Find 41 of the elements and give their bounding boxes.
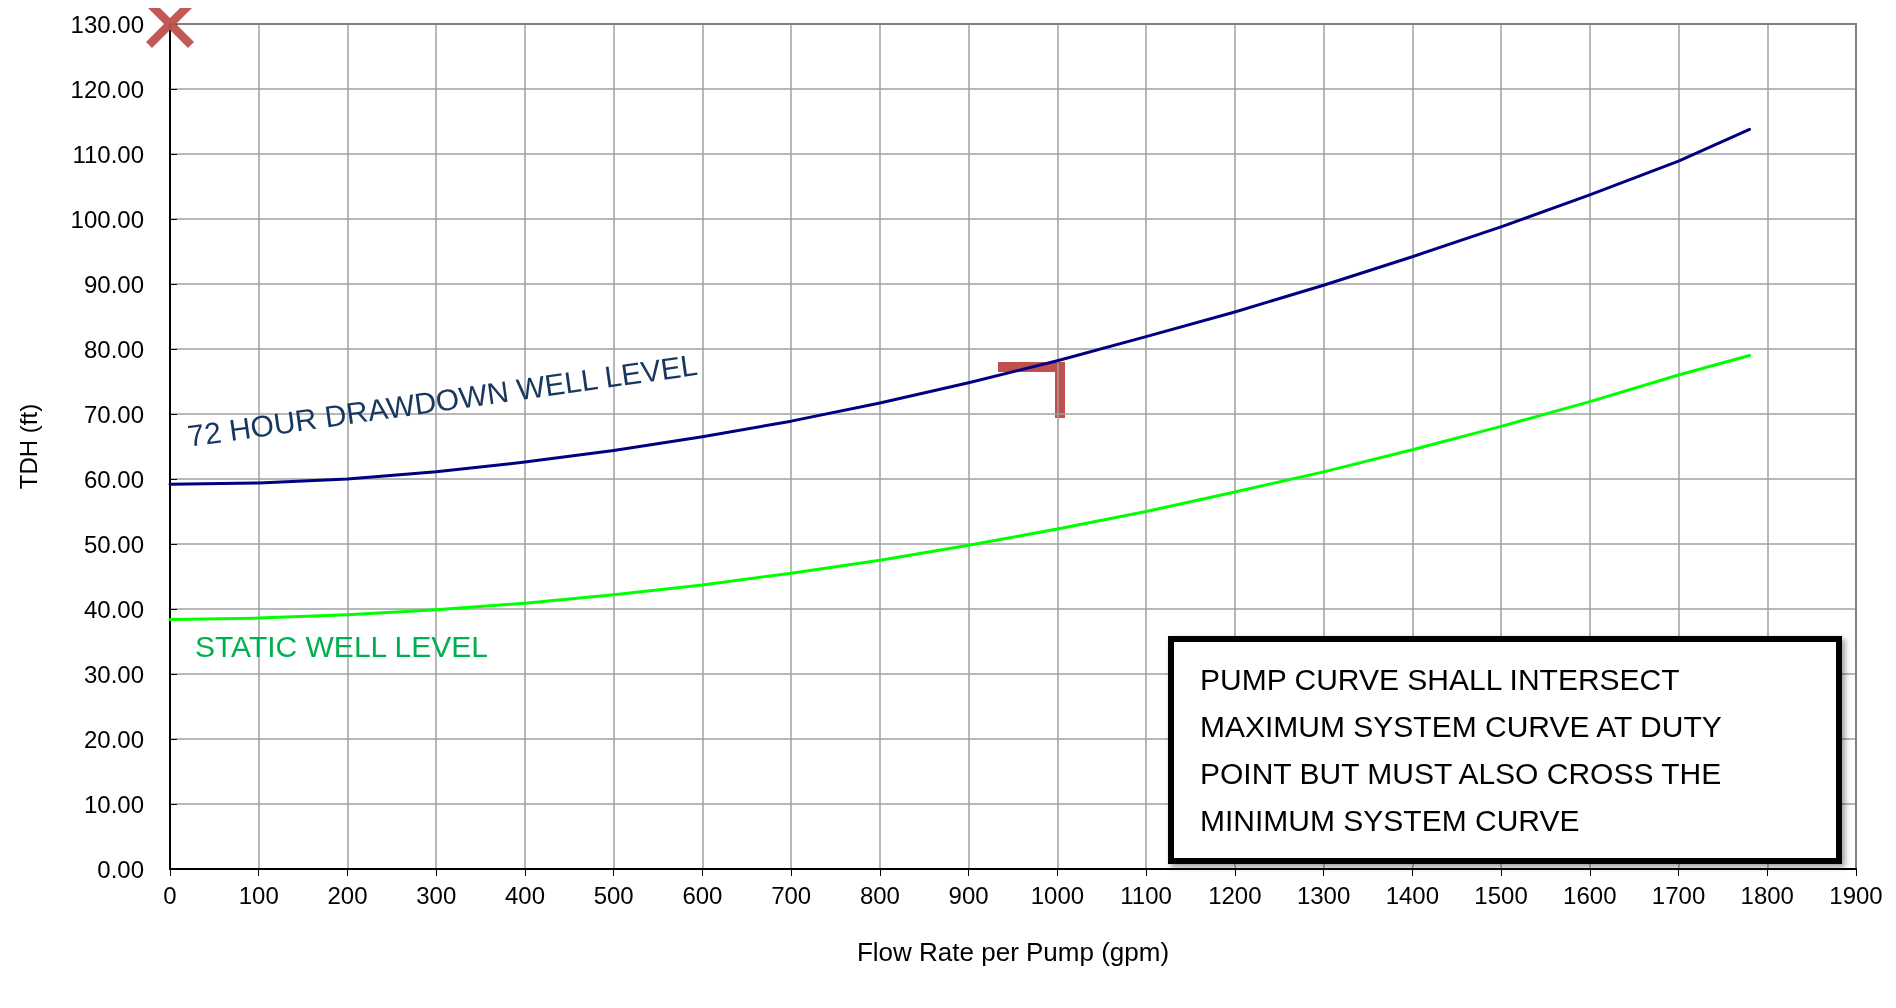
x-tick-label: 1800 xyxy=(1740,881,1794,909)
y-tick-label: 80.00 xyxy=(83,335,144,363)
series-label: STATIC WELL LEVEL xyxy=(195,629,488,663)
line-series xyxy=(168,354,1752,621)
x-tick-label: 500 xyxy=(593,881,634,909)
x-tick-label: 1100 xyxy=(1120,881,1172,909)
x-tick-label: 300 xyxy=(416,881,457,909)
y-tick-label: 100.00 xyxy=(70,205,144,233)
x-tick-label: 1300 xyxy=(1296,881,1351,909)
text: 72 HOUR DRAWDOWN WELL LEVEL xyxy=(185,348,700,453)
y-tick-label: 60.00 xyxy=(83,465,144,493)
y-tick-label: 110.00 xyxy=(72,140,144,168)
y-tick-label: 30.00 xyxy=(83,660,144,688)
x-tick-label: 0 xyxy=(163,881,177,909)
x-tick-label: 100 xyxy=(238,881,279,909)
x-tick-label: 1900 xyxy=(1829,881,1883,909)
x-tick-label: 1500 xyxy=(1474,881,1528,909)
y-tick-label: 0.00 xyxy=(97,855,144,883)
x-tick-label: 1600 xyxy=(1563,881,1617,909)
x-tick-label: 600 xyxy=(682,881,723,909)
line-series xyxy=(168,127,1752,486)
x-tick-label: 200 xyxy=(327,881,368,909)
x-tick-label: 1200 xyxy=(1208,881,1262,909)
x-tick-label: 700 xyxy=(771,881,812,909)
y-tick-label: 20.00 xyxy=(83,725,144,753)
x-tick-label: 1700 xyxy=(1651,881,1706,909)
y-tick-label: 70.00 xyxy=(83,400,144,428)
x-tick-label: 800 xyxy=(859,881,900,909)
y-tick-label: 90.00 xyxy=(83,270,144,298)
y-axis-title: TDH (ft) xyxy=(14,403,42,490)
y-tick-label: 130.00 xyxy=(70,10,144,38)
x-tick-label: 400 xyxy=(504,881,545,909)
x-tick-label: 1000 xyxy=(1030,881,1085,909)
y-tick-label: 120.00 xyxy=(70,75,144,103)
x-tick-label: 900 xyxy=(948,881,989,909)
y-tick-label: 50.00 xyxy=(83,530,144,558)
x-tick-label: 1400 xyxy=(1385,881,1440,909)
x-axis-title: Flow Rate per Pump (gpm) xyxy=(856,937,1170,967)
y-tick-label: 40.00 xyxy=(83,595,144,623)
note-box: PUMP CURVE SHALL INTERSECT MAXIMUM SYSTEM CURVE AT DUTY POINT BUT MUST ALSO CROSS THE MINIMUM SYSTEM CURVE xyxy=(1168,636,1842,864)
y-tick-label: 10.00 xyxy=(83,790,144,818)
